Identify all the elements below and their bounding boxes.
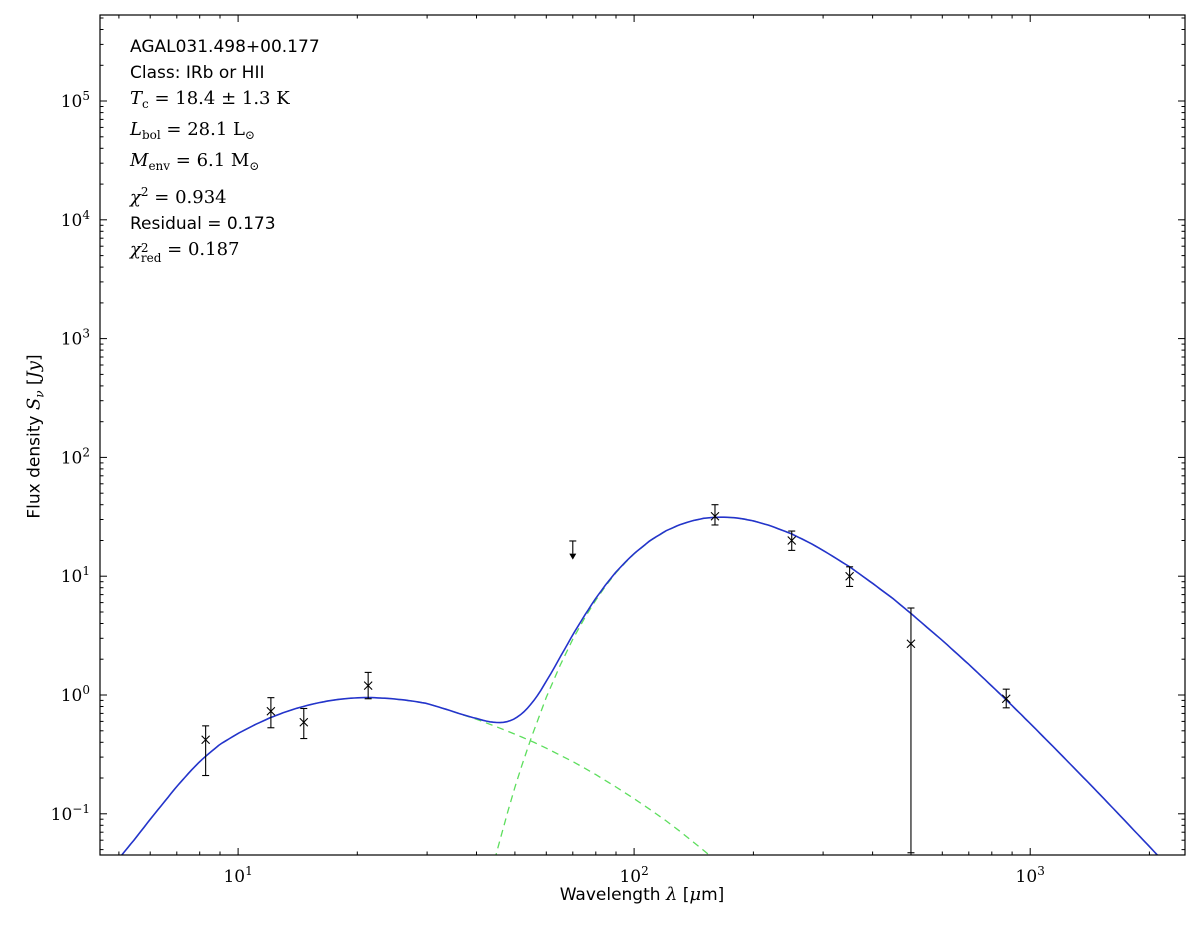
text-part: env	[148, 159, 171, 173]
text-part: = 0.934	[148, 187, 227, 208]
text-part: ν	[32, 390, 47, 398]
text-part: Residual = 0.173	[130, 214, 276, 234]
text-part: = 6.1	[170, 150, 231, 171]
text-part: Wavelength	[559, 885, 666, 905]
upper-limit-point	[569, 540, 577, 560]
info-line: Lbol = 28.1 L⊙	[130, 117, 320, 148]
text-part: λ	[665, 884, 678, 905]
text-part: c	[142, 97, 149, 111]
plot-frame	[99, 14, 1186, 856]
info-line: χ2 = 0.934	[130, 179, 320, 211]
text-part: M	[130, 150, 149, 171]
text-part: AGAL031.498+00.177	[130, 37, 320, 57]
text-part: Flux density	[24, 410, 45, 519]
text-part: χ	[130, 187, 141, 208]
info-line: Residual = 0.173	[130, 211, 320, 237]
text-part: L	[130, 119, 142, 140]
text-part: m]	[701, 885, 725, 905]
text-part: [	[677, 885, 690, 905]
text-part: ]	[24, 354, 45, 362]
text-part: μ	[689, 884, 702, 905]
text-part: χ	[130, 239, 141, 260]
info-line: Menv = 6.1 M⊙	[130, 148, 320, 179]
data-point	[845, 566, 854, 588]
x-axis-label: Wavelength λ [μm]	[342, 884, 942, 905]
data-point	[201, 725, 211, 777]
info-line: Class: IRb or HII	[130, 60, 320, 86]
text-part: M	[230, 150, 250, 171]
source-info-annotation: AGAL031.498+00.177 Class: IRb or HII Tc = …	[130, 34, 320, 265]
text-part: L	[233, 119, 245, 140]
text-part: Class: IRb or HII	[130, 63, 265, 83]
subscript: red	[140, 251, 162, 265]
text-part: = 28.1	[160, 119, 234, 140]
info-line: χ 2 red = 0.187	[130, 237, 320, 265]
y-axis-label: Flux density Sν [Jy]	[24, 237, 47, 637]
text-part: ⊙	[249, 159, 260, 173]
text-part: [	[24, 378, 45, 391]
text-part: = 18.4 ± 1.3 K	[148, 88, 290, 109]
data-point	[710, 504, 720, 526]
info-line: Tc = 18.4 ± 1.3 K	[130, 86, 320, 117]
data-point	[1001, 688, 1011, 709]
data-point	[266, 697, 276, 729]
down-arrow-icon	[569, 553, 577, 560]
data-point	[363, 671, 373, 700]
text-part: ⊙	[244, 128, 256, 142]
text-part: Jy	[23, 361, 45, 379]
text-part: 2	[140, 185, 149, 199]
text-part: S	[23, 397, 45, 411]
data-point	[906, 607, 916, 854]
text-part: bol	[141, 128, 161, 142]
text-part: = 0.187	[161, 239, 240, 260]
superscript: 2	[140, 241, 149, 255]
info-line: AGAL031.498+00.177	[130, 34, 320, 60]
model-total-curve	[120, 516, 1159, 855]
sup-sub-stack: 2 red	[140, 241, 162, 265]
data-point	[787, 530, 797, 551]
data-point	[299, 707, 309, 740]
text-part: T	[130, 88, 143, 109]
